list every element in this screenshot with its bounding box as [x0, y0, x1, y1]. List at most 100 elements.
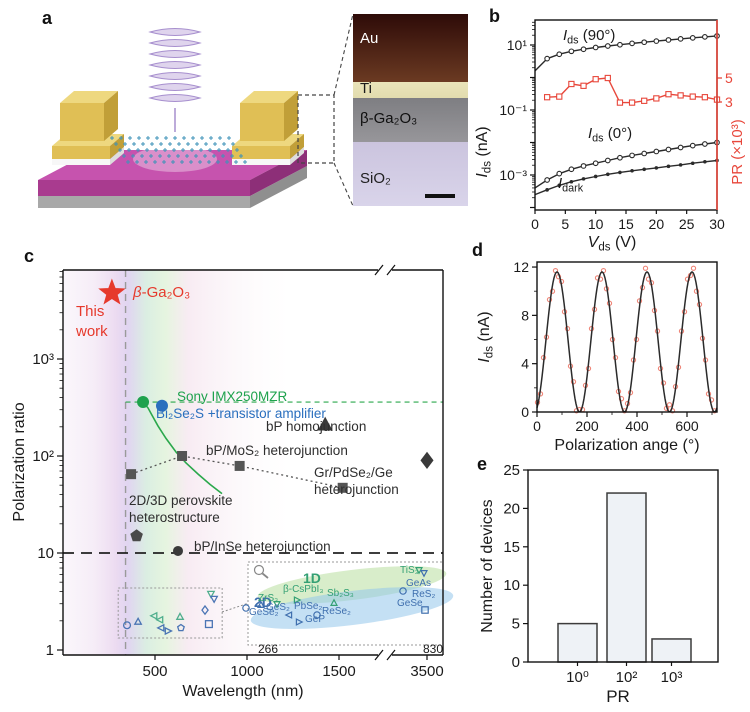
- y-axis-label: Number of devices: [479, 499, 496, 632]
- annotation-2: β-Ga₂O₃: [132, 284, 190, 301]
- connector-line-bottom: [333, 162, 354, 207]
- 2d-ellipse: [250, 587, 454, 629]
- dotted-series-line: [130, 455, 343, 489]
- panel-b-chart: 10¹ 10⁻¹ 10⁻³ 0 5 10 15 20 25 30 5 3 Ids (90°) Ids (0…: [474, 19, 746, 254]
- annotation-10: heterostructure: [129, 510, 220, 525]
- green-curve: [142, 401, 223, 495]
- y-tick-label: 0: [521, 404, 529, 420]
- x-tick-label: 3500: [410, 663, 443, 680]
- right-electrode: [232, 91, 304, 165]
- material-label: GeSe: [397, 598, 423, 609]
- annotation-11: bP/InSe heterojunction: [194, 539, 331, 554]
- curve-label: Ids (0°): [588, 125, 632, 145]
- bar-10²: [606, 492, 647, 663]
- point-Bi2Se2S-transistor-amplifier: [155, 399, 168, 412]
- y-tick-label: 1: [46, 642, 54, 659]
- x-tick-label: 25: [679, 216, 695, 232]
- y-tick-label: 10¹: [507, 37, 528, 53]
- y-tick-label: 12: [513, 259, 529, 275]
- x-tick-label: 15: [618, 216, 634, 232]
- panel-d-chart: 0 4 8 12 0 200 400 600 Polarization ange (°) Ids …: [476, 259, 718, 454]
- y2-axis-label: PR (×10³): [729, 119, 746, 184]
- annotation-1: work: [75, 323, 108, 340]
- x-tick-label: 0: [533, 418, 541, 434]
- layer-label: Au: [360, 30, 379, 47]
- material-label: PbSe₂: [294, 601, 322, 612]
- panel-label-a: a: [42, 8, 53, 28]
- annotation-5: bP homojunction: [266, 419, 366, 434]
- annotation-7: Gr/PdSe₂/Ge: [314, 465, 393, 480]
- panel-label-e: e: [477, 454, 488, 474]
- polarized-light-helix: [148, 28, 202, 132]
- y-tick-label: 10: [503, 577, 520, 594]
- base-side: [250, 166, 307, 208]
- x-axis-label: Polarization ange (°): [554, 437, 699, 454]
- x-tick-label: 0: [531, 216, 539, 232]
- material-label: β-CsPbI₃: [283, 584, 323, 595]
- x-tick-label: 10²: [616, 669, 638, 686]
- layer-3: β-Ga₂O₃: [353, 98, 468, 142]
- series-Ids-90deg: [534, 33, 720, 72]
- layer-2: Ti: [353, 80, 468, 98]
- y-axis-label: Ids (nA): [474, 126, 494, 177]
- x-tick-label: 30: [709, 216, 725, 232]
- panel-d-plot: 0 4 8 12 0 200 400 600 Polarization ange (°) Ids …: [476, 259, 718, 454]
- material-label: GeP: [305, 614, 325, 625]
- cluster-inset-connector: [221, 602, 250, 613]
- y-tick-label: 20: [503, 500, 520, 517]
- y-tick-label: 10²: [32, 448, 54, 465]
- material-label: GeSe₂: [249, 607, 279, 618]
- 2d-material-sheet: [110, 136, 247, 172]
- panel-label-c: c: [24, 246, 35, 266]
- x-tick-label: 20: [649, 216, 665, 232]
- annotation-4: Bi₂Se₂S +transistor amplifier: [156, 406, 326, 421]
- left-electrode: [52, 91, 124, 165]
- material-label: TiS₃: [400, 565, 419, 576]
- y-tick-label: 0: [512, 654, 520, 671]
- inset-xmax-label: 830: [423, 642, 443, 656]
- y-tick-label: 15: [503, 539, 520, 556]
- y-tick-label: 10⁻³: [499, 167, 527, 183]
- panel-e-plot: 0 5 10 15 20 25 10⁰ 10² 10³ PR Number of devices: [479, 462, 719, 706]
- annotation-6: bP/MoS₂ heterojunction: [206, 443, 348, 458]
- material-label: ZrS₃: [258, 593, 278, 604]
- material-label: GeAs: [406, 578, 431, 589]
- y-tick-label: 8: [521, 307, 529, 323]
- schematic-group: [38, 13, 354, 208]
- x-tick-label: 10: [588, 216, 604, 232]
- y2-tick-label: 5: [725, 70, 733, 86]
- point-2D-3D-perovskite-heterostructure: [130, 529, 143, 542]
- x-tick-label: 10⁰: [566, 669, 589, 686]
- layer-1: Au: [353, 14, 468, 82]
- y-axis-label: Polarization ratio: [11, 402, 28, 521]
- layer-4: SiO₂: [353, 142, 468, 206]
- inset-xmin-label: 266: [258, 642, 278, 656]
- zoom-region-box: [297, 94, 335, 164]
- series-Ids-0deg: [534, 139, 720, 189]
- point-this-work-beta-Ga2O3: [98, 278, 126, 305]
- device-schematic: [38, 13, 354, 208]
- x-tick-label: 500: [142, 663, 167, 680]
- material-label: Sb₂S₃: [327, 588, 354, 599]
- base-front: [38, 196, 250, 208]
- panel-e-chart: 0 5 10 15 20 25 10⁰ 10² 10³ PR Number of devices: [479, 462, 719, 706]
- layer-label: SiO₂: [360, 170, 391, 187]
- x-tick-label: 1000: [230, 663, 263, 680]
- y-tick-label: 10³: [32, 351, 54, 368]
- y-tick-label: 25: [503, 462, 520, 479]
- layer-label: β-Ga₂O₃: [360, 110, 418, 127]
- y-tick-label: 4: [521, 356, 529, 372]
- x-tick-label: 10³: [661, 669, 683, 686]
- point-sony-IMX250MZR: [137, 396, 150, 409]
- x-tick-label: 200: [575, 418, 599, 434]
- y-axis-label: Ids (nA): [476, 311, 496, 362]
- series-Idark: [534, 158, 719, 196]
- x-tick-label: 400: [625, 418, 649, 434]
- connector-line-top: [333, 13, 354, 96]
- y-tick-label: 10⁻¹: [499, 102, 527, 118]
- x-tick-label: 5: [561, 216, 569, 232]
- bar-10⁰: [557, 622, 598, 663]
